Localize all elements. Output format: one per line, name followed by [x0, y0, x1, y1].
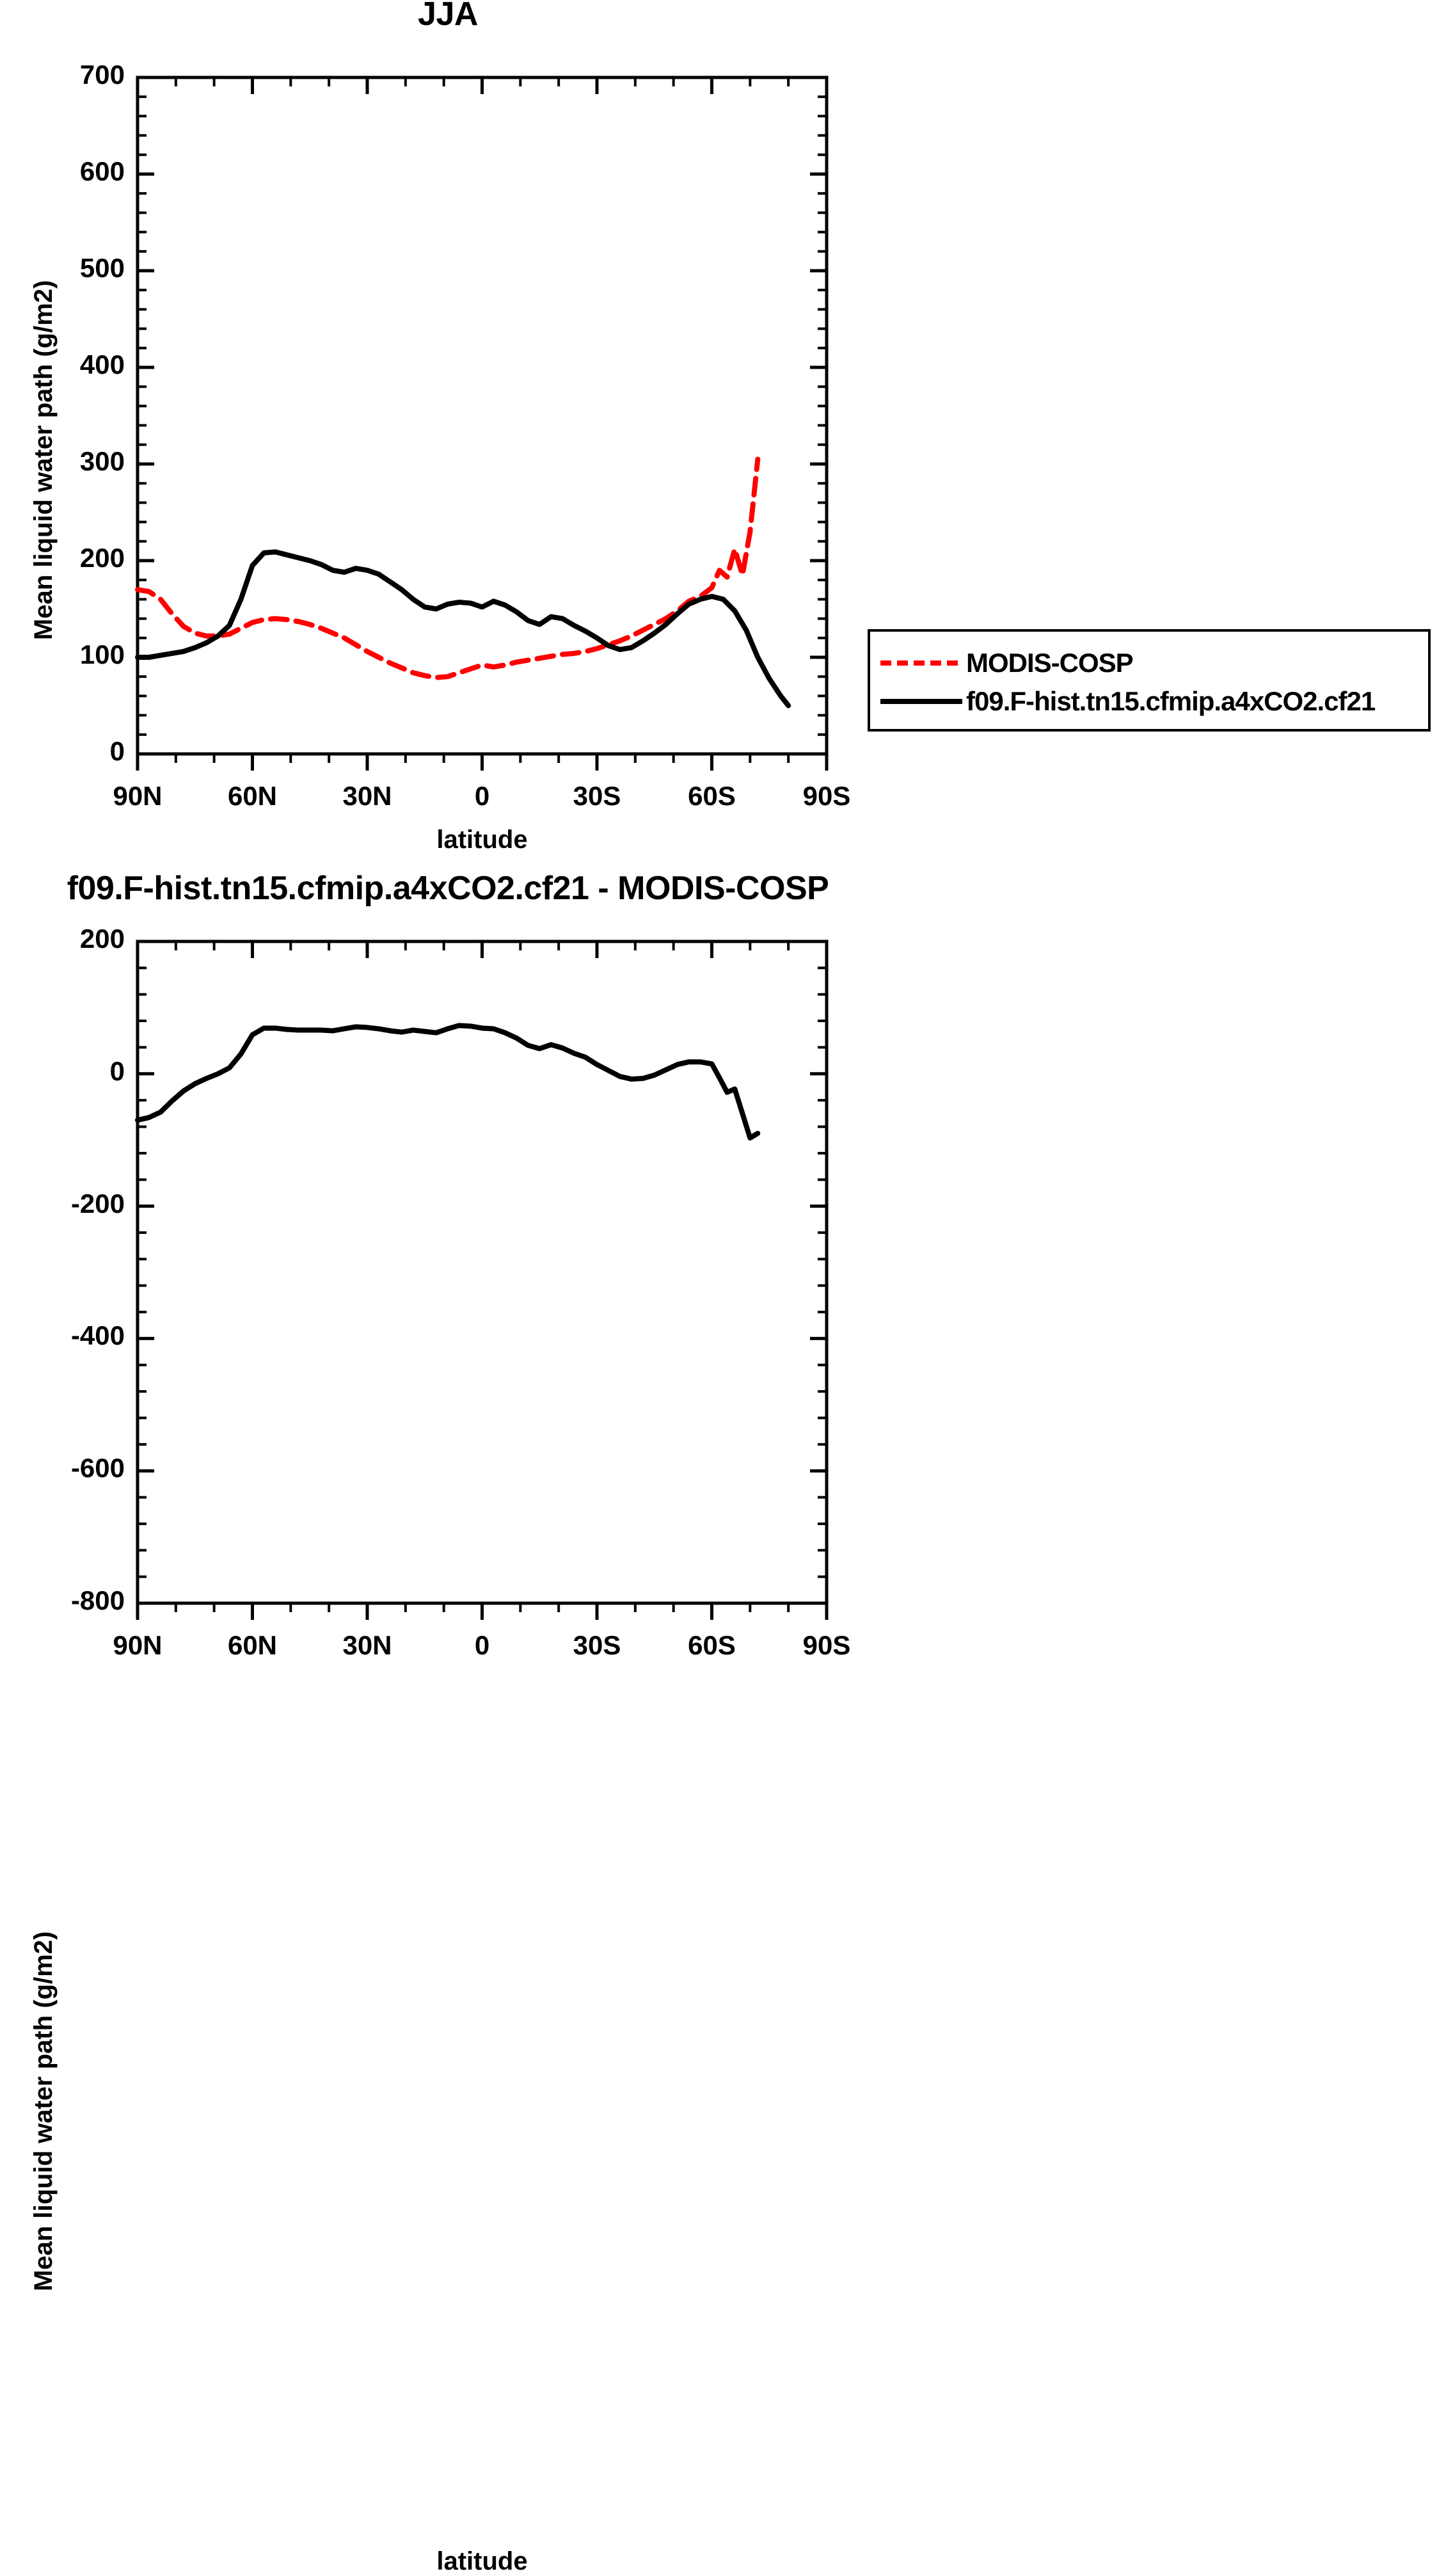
x-tick-label: 90N	[113, 781, 163, 811]
y-tick-label: 400	[79, 349, 125, 380]
x-tick-label: 90S	[802, 781, 851, 811]
legend-swatch-dashed-red-icon	[880, 660, 962, 666]
y-tick-label: 200	[79, 543, 125, 573]
chart-panel-bottom: f09.F-hist.tn15.cfmip.a4xCO2.cf21 - MODI…	[0, 858, 896, 2575]
x-tick-label: 30N	[342, 1630, 392, 1660]
y-tick-label: 600	[79, 156, 125, 186]
y-tick-label: 0	[109, 736, 125, 766]
x-axis-title-bottom: latitude	[436, 2547, 528, 2575]
legend-label-model: f09.F-hist.tn15.cfmip.a4xCO2.cf21	[966, 686, 1376, 716]
x-tick-label: 30N	[342, 781, 392, 811]
y-tick-label: -600	[70, 1453, 125, 1484]
x-axis-title-top: latitude	[436, 826, 528, 854]
y-tick-label: 700	[79, 60, 125, 90]
plot-canvas-top	[135, 76, 829, 771]
x-tick-label: 90S	[802, 1630, 851, 1660]
x-tick-label: 0	[474, 1630, 490, 1660]
x-tick-label: 90N	[113, 1630, 163, 1660]
series-line-0	[135, 1023, 761, 1141]
y-tick-label: -400	[70, 1320, 125, 1351]
chart-title-bottom: f09.F-hist.tn15.cfmip.a4xCO2.cf21 - MODI…	[67, 870, 829, 907]
y-tick-label: 0	[109, 1055, 125, 1086]
legend-swatch-solid-black-icon	[880, 699, 962, 704]
x-tick-label: 30S	[573, 1630, 621, 1660]
x-tick-label: 60S	[688, 781, 736, 811]
y-tick-label: -800	[70, 1585, 125, 1615]
series-line-1	[135, 549, 791, 708]
x-tick-label: 0	[474, 781, 490, 811]
x-tick-label: 60N	[227, 781, 278, 811]
y-tick-label: 200	[79, 924, 125, 954]
legend-box: MODIS-COSP f09.F-hist.tn15.cfmip.a4xCO2.…	[868, 629, 1431, 732]
legend-label-modis-cosp: MODIS-COSP	[966, 648, 1134, 678]
y-tick-label: 100	[79, 639, 125, 669]
y-tick-label: -200	[70, 1188, 125, 1219]
y-axis-title-bottom: Mean liquid water path (g/m2)	[29, 1931, 58, 2291]
x-tick-label: 30S	[573, 781, 621, 811]
plot-canvas-bottom	[135, 940, 829, 1620]
y-tick-label: 500	[79, 253, 125, 283]
legend-entry-modis-cosp: MODIS-COSP	[870, 643, 1428, 683]
chart-panel-top: JJA Mean liquid water path (g/m2) latitu…	[0, 0, 896, 858]
y-tick-label: 300	[79, 446, 125, 476]
series-line-0	[135, 456, 761, 680]
legend-entry-model: f09.F-hist.tn15.cfmip.a4xCO2.cf21	[870, 682, 1428, 721]
chart-title-top: JJA	[418, 0, 478, 33]
plot-frame	[136, 76, 829, 756]
x-tick-label: 60N	[227, 1630, 278, 1660]
x-tick-label: 60S	[688, 1630, 736, 1660]
plot-frame	[136, 940, 829, 1605]
